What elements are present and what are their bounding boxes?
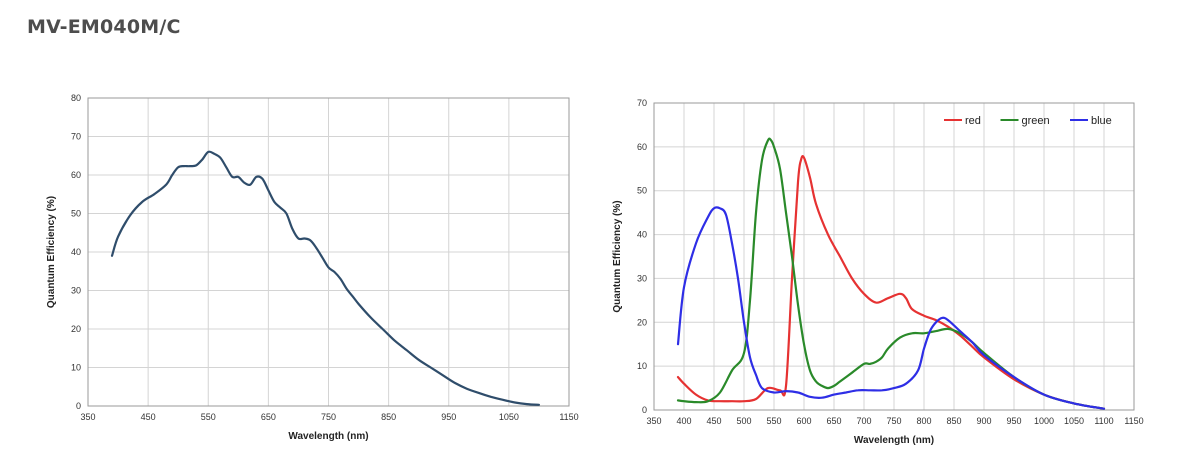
mono-y-tick-label: 80: [71, 93, 81, 103]
color-y-tick-label: 0: [642, 405, 647, 415]
color-x-tick-label: 400: [676, 416, 691, 426]
color-x-tick-label: 900: [976, 416, 991, 426]
color-plot-frame: [653, 102, 1135, 411]
mono-y-tick-label: 20: [71, 324, 81, 334]
color-x-tick-label: 750: [886, 416, 901, 426]
color-y-tick-label: 30: [637, 273, 647, 283]
color-x-tick-label: 1000: [1034, 416, 1054, 426]
mono-x-tick-label: 950: [441, 412, 456, 422]
mono-x-tick-label: 550: [201, 412, 216, 422]
mono-plot-frame: [87, 97, 570, 407]
color-x-tick-label: 600: [796, 416, 811, 426]
color-y-tick-label: 60: [637, 142, 647, 152]
color-y-tick-label: 20: [637, 317, 647, 327]
color-series-line-green: [676, 137, 1106, 410]
legend-label-red: red: [965, 115, 981, 127]
mono-x-tick-label: 450: [141, 412, 156, 422]
color-series-line-blue: [676, 206, 1106, 410]
mono-x-axis-title: Wavelength (nm): [288, 431, 368, 442]
color-x-tick-label: 350: [646, 416, 661, 426]
color-y-tick-label: 40: [637, 230, 647, 240]
mono-x-tick-label: 650: [261, 412, 276, 422]
color-x-tick-label: 850: [946, 416, 961, 426]
color-x-tick-label: 650: [826, 416, 841, 426]
color-x-tick-label: 550: [766, 416, 781, 426]
color-y-tick-label: 70: [637, 98, 647, 108]
color-x-tick-label: 450: [706, 416, 721, 426]
mono-x-tick-label: 1050: [499, 412, 519, 422]
mono-series-line-series-1: [110, 150, 540, 406]
color-y-tick-label: 10: [637, 361, 647, 371]
mono-x-tick-label: 1150: [559, 412, 578, 422]
mono-qe-chart: 350 450 550 650 750 850 950 1050 1150 0 10 20 30 40 50…: [46, 93, 579, 442]
mono-y-tick-label: 30: [71, 286, 81, 296]
color-qe-chart: 350 400 450 500 550 600 650 700 750 800 850 900 950 1…: [612, 98, 1144, 446]
mono-y-tick-label: 50: [71, 209, 81, 219]
mono-y-tick-label: 0: [76, 401, 81, 411]
color-x-tick-label: 1100: [1094, 416, 1113, 426]
color-x-tick-label: 950: [1006, 416, 1021, 426]
color-x-tick-label: 700: [856, 416, 871, 426]
legend-label-blue: blue: [1091, 115, 1112, 127]
mono-x-tick-label: 350: [80, 412, 95, 422]
mono-y-tick-label: 40: [71, 247, 81, 257]
mono-y-tick-label: 70: [71, 132, 81, 142]
color-x-tick-label: 800: [916, 416, 931, 426]
mono-x-tick-label: 750: [321, 412, 336, 422]
page-title: MV-EM040M/C: [27, 16, 181, 38]
color-y-tick-label: 50: [637, 186, 647, 196]
color-y-axis-title: Quantum Efficiency (%): [612, 200, 623, 312]
color-series-line-red: [676, 155, 1106, 410]
color-x-tick-label: 1150: [1124, 416, 1143, 426]
legend-label-green: green: [1022, 115, 1050, 127]
mono-x-tick-label: 850: [381, 412, 396, 422]
mono-y-tick-label: 10: [71, 363, 81, 373]
mono-y-axis-title: Quantum Efficiency (%): [46, 196, 57, 308]
mono-y-tick-label: 60: [71, 170, 81, 180]
color-x-tick-label: 500: [736, 416, 751, 426]
color-x-axis-title: Wavelength (nm): [854, 435, 934, 446]
color-x-tick-label: 1050: [1064, 416, 1084, 426]
